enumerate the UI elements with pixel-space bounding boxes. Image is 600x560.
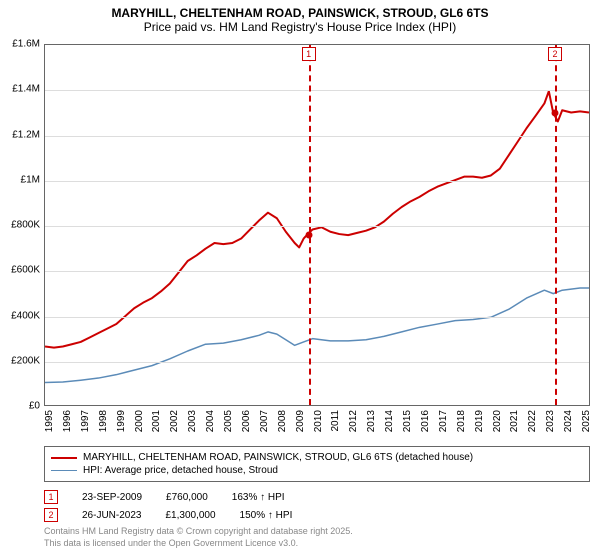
series-hpi (45, 288, 589, 383)
x-tick-label: 1999 (116, 410, 127, 432)
marker-badge-chart: 2 (548, 47, 562, 61)
marker-badge: 1 (44, 490, 58, 504)
gridline (45, 226, 589, 227)
x-tick-label: 2012 (348, 410, 359, 432)
x-tick-label: 2009 (295, 410, 306, 432)
marker-row: 1 23-SEP-2009 £760,000 163% ↑ HPI (44, 488, 590, 506)
marker-date: 26-JUN-2023 (82, 510, 141, 521)
y-tick-label: £400K (11, 310, 40, 321)
marker-pct: 163% ↑ HPI (232, 492, 285, 503)
footer-attribution: Contains HM Land Registry data © Crown c… (44, 526, 353, 549)
legend-item: MARYHILL, CHELTENHAM ROAD, PAINSWICK, ST… (51, 451, 583, 464)
x-tick-label: 2011 (330, 410, 341, 432)
marker-badge-chart: 1 (302, 47, 316, 61)
x-tick-label: 2005 (223, 410, 234, 432)
x-tick-label: 2000 (134, 410, 145, 432)
x-tick-label: 2020 (492, 410, 503, 432)
y-tick-label: £0 (29, 401, 40, 412)
x-tick-label: 2004 (205, 410, 216, 432)
legend-swatch (51, 470, 77, 471)
marker-vline (309, 45, 311, 405)
chart-title: MARYHILL, CHELTENHAM ROAD, PAINSWICK, ST… (0, 0, 600, 36)
x-tick-label: 2002 (169, 410, 180, 432)
x-tick-label: 2003 (187, 410, 198, 432)
y-tick-label: £1.6M (12, 39, 40, 50)
marker-dot (305, 232, 312, 239)
x-tick-label: 2023 (545, 410, 556, 432)
y-tick-label: £800K (11, 220, 40, 231)
legend: MARYHILL, CHELTENHAM ROAD, PAINSWICK, ST… (44, 446, 590, 482)
x-tick-label: 2008 (277, 410, 288, 432)
x-tick-label: 2016 (420, 410, 431, 432)
marker-row: 2 26-JUN-2023 £1,300,000 150% ↑ HPI (44, 506, 590, 524)
legend-label: MARYHILL, CHELTENHAM ROAD, PAINSWICK, ST… (83, 452, 473, 463)
x-tick-label: 2001 (151, 410, 162, 432)
y-tick-label: £1.2M (12, 129, 40, 140)
marker-price: £1,300,000 (165, 510, 215, 521)
marker-badge: 2 (44, 508, 58, 522)
gridline (45, 317, 589, 318)
x-tick-label: 1998 (98, 410, 109, 432)
y-tick-label: £200K (11, 355, 40, 366)
x-tick-label: 2018 (456, 410, 467, 432)
x-tick-label: 2017 (438, 410, 449, 432)
gridline (45, 181, 589, 182)
x-tick-label: 2025 (581, 410, 592, 432)
footer-line-2: This data is licensed under the Open Gov… (44, 538, 353, 550)
x-tick-label: 2021 (509, 410, 520, 432)
x-tick-label: 2014 (384, 410, 395, 432)
marker-table: 1 23-SEP-2009 £760,000 163% ↑ HPI 2 26-J… (44, 488, 590, 524)
y-axis: £0£200K£400K£600K£800K£1M£1.2M£1.4M£1.6M (0, 44, 44, 406)
x-tick-label: 1996 (62, 410, 73, 432)
x-tick-label: 2015 (402, 410, 413, 432)
gridline (45, 271, 589, 272)
x-tick-label: 1997 (80, 410, 91, 432)
legend-label: HPI: Average price, detached house, Stro… (83, 465, 278, 476)
line-series-svg (45, 45, 589, 405)
marker-dot (552, 109, 559, 116)
x-tick-label: 2022 (527, 410, 538, 432)
gridline (45, 362, 589, 363)
marker-date: 23-SEP-2009 (82, 492, 142, 503)
x-tick-label: 2010 (313, 410, 324, 432)
chart-plot-area: 12 (44, 44, 590, 406)
marker-vline (555, 45, 557, 405)
marker-pct: 150% ↑ HPI (240, 510, 293, 521)
x-axis: 1995 1996 1997 1998 1999 2000 2001 2002 2003 2004… (44, 406, 590, 448)
legend-swatch (51, 457, 77, 459)
title-line-1: MARYHILL, CHELTENHAM ROAD, PAINSWICK, ST… (8, 6, 592, 20)
marker-price: £760,000 (166, 492, 208, 503)
x-tick-label: 2013 (366, 410, 377, 432)
x-tick-label: 2019 (474, 410, 485, 432)
x-tick-label: 2006 (241, 410, 252, 432)
y-tick-label: £1.4M (12, 84, 40, 95)
legend-item: HPI: Average price, detached house, Stro… (51, 464, 583, 477)
gridline (45, 90, 589, 91)
x-tick-label: 2024 (563, 410, 574, 432)
x-tick-label: 2007 (259, 410, 270, 432)
y-tick-label: £1M (21, 174, 40, 185)
title-line-2: Price paid vs. HM Land Registry's House … (8, 20, 592, 34)
gridline (45, 136, 589, 137)
y-tick-label: £600K (11, 265, 40, 276)
footer-line-1: Contains HM Land Registry data © Crown c… (44, 526, 353, 538)
x-tick-label: 1995 (44, 410, 55, 432)
